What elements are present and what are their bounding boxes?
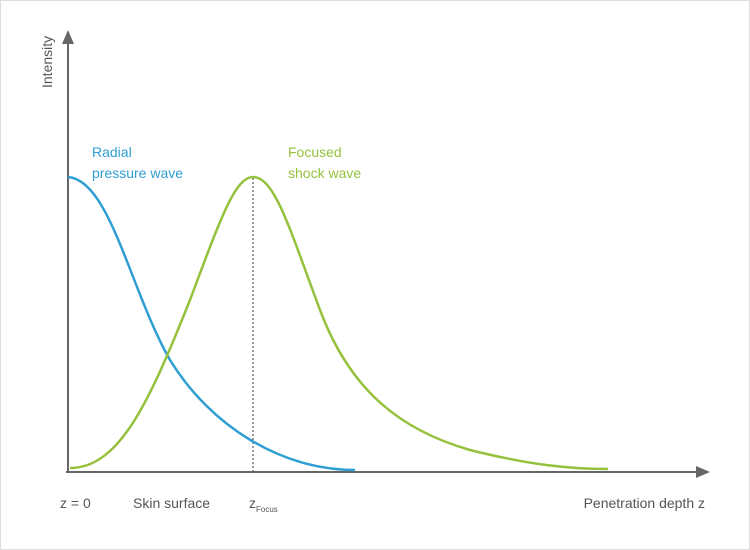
x-marker-subscript: Focus: [256, 505, 278, 514]
x-marker-symbol: z: [249, 495, 256, 511]
x-axis-label: Penetration depth z: [584, 495, 705, 511]
curve-label: shock wave: [288, 165, 361, 181]
x-marker: z = 0: [60, 495, 91, 511]
curve-label: Radial: [92, 144, 132, 160]
y-axis-arrow: [62, 30, 74, 44]
y-axis-label: Intensity: [39, 36, 55, 88]
focused-curve: [69, 175, 609, 471]
curve-label: pressure wave: [92, 165, 183, 181]
x-marker: zFocus: [249, 495, 278, 514]
radial-curve: [67, 175, 356, 472]
x-axis-arrow: [696, 466, 710, 478]
curve-label: Focused: [288, 144, 342, 160]
x-marker: Skin surface: [133, 495, 210, 511]
